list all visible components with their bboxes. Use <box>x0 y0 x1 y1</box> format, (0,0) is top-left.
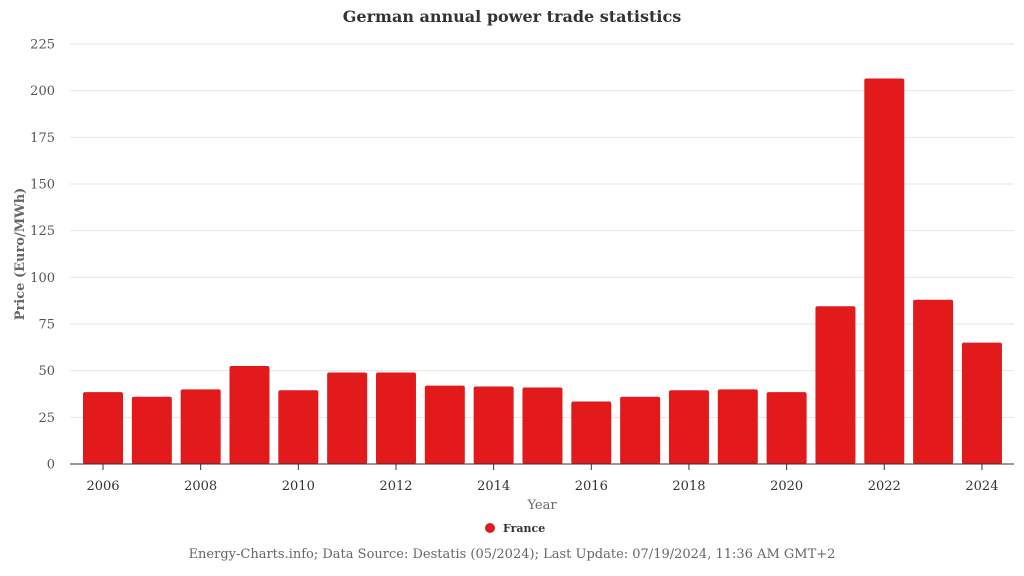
bar-2013[interactable] <box>424 385 465 464</box>
bar-2020[interactable] <box>766 392 807 464</box>
bar-2022[interactable] <box>864 78 905 465</box>
bar-2009[interactable] <box>229 366 270 464</box>
bar-2023[interactable] <box>913 299 954 464</box>
y-tick-label: 50 <box>38 364 55 379</box>
grid <box>70 43 1014 418</box>
x-tick-label: 2022 <box>868 479 901 494</box>
y-tick-label: 25 <box>38 411 55 426</box>
y-tick-label: 225 <box>30 38 55 53</box>
bars <box>83 78 1002 465</box>
y-axis-ticks: 0 25 50 75 100 125 150 175 200 225 <box>30 38 55 473</box>
y-tick-label: 0 <box>47 458 55 473</box>
legend[interactable]: France <box>485 522 545 535</box>
bar-2019[interactable] <box>717 389 758 464</box>
y-tick-label: 125 <box>30 224 55 239</box>
bar-2021[interactable] <box>815 306 856 464</box>
chart-title: German annual power trade statistics <box>343 7 681 26</box>
bar-2008[interactable] <box>180 389 221 464</box>
bar-2018[interactable] <box>668 390 709 464</box>
x-tick-label: 2006 <box>86 479 119 494</box>
x-tick-label: 2010 <box>282 479 315 494</box>
y-tick-label: 100 <box>30 271 55 286</box>
y-tick-label: 150 <box>30 178 55 193</box>
y-tick-label: 75 <box>38 318 55 333</box>
y-tick-label: 175 <box>30 131 55 146</box>
x-tick-label: 2020 <box>770 479 803 494</box>
bar-2007[interactable] <box>131 396 172 464</box>
x-tick-label: 2008 <box>184 479 217 494</box>
bar-2011[interactable] <box>327 372 368 464</box>
bar-2012[interactable] <box>375 372 416 464</box>
x-tick-label: 2018 <box>672 479 705 494</box>
y-tick-label: 200 <box>30 84 55 99</box>
bar-2016[interactable] <box>571 401 612 464</box>
x-tick-label: 2012 <box>379 479 412 494</box>
x-tick-label: 2016 <box>575 479 608 494</box>
legend-label-france: France <box>503 522 545 535</box>
x-axis-label: Year <box>526 498 557 513</box>
bar-2017[interactable] <box>620 396 661 464</box>
bar-2006[interactable] <box>83 392 123 464</box>
bar-2014[interactable] <box>473 386 514 464</box>
legend-marker-france <box>485 523 495 533</box>
y-axis-label: Price (Euro/MWh) <box>13 188 28 321</box>
bar-2015[interactable] <box>522 387 563 464</box>
x-axis-ticks: 2006 2008 2010 2012 2014 2016 2018 2020 2022 2024 <box>86 464 998 494</box>
x-tick-label: 2024 <box>965 479 998 494</box>
bar-2024[interactable] <box>961 342 1002 464</box>
x-tick-label: 2014 <box>477 479 510 494</box>
bar-2010[interactable] <box>278 390 319 464</box>
source-credit: Energy-Charts.info; Data Source: Destati… <box>189 547 836 562</box>
